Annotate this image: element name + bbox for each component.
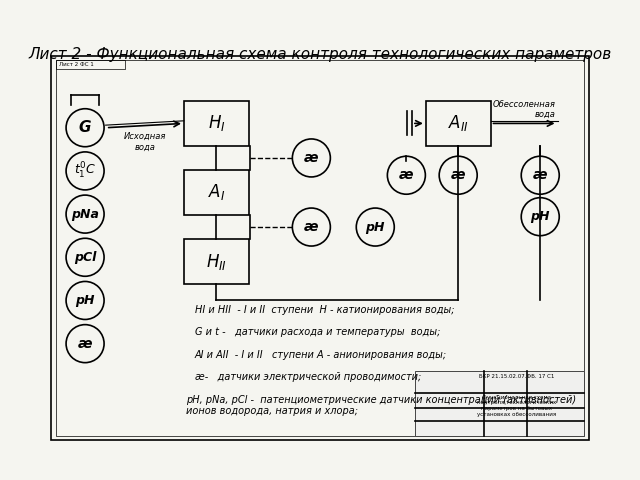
Bar <box>56 60 125 69</box>
Text: Обессоленная
вода: Обессоленная вода <box>493 100 556 119</box>
Text: Лист 2 ФС 1: Лист 2 ФС 1 <box>59 62 94 67</box>
Text: pH: pH <box>365 220 385 234</box>
Text: $A_I$: $A_I$ <box>207 182 225 203</box>
Text: pCl: pCl <box>74 251 96 264</box>
Text: $H_{II}$: $H_{II}$ <box>206 252 227 272</box>
Text: HI и HII  - I и II  ступени  H - катионирования воды;: HI и HII - I и II ступени H - катиониров… <box>195 305 454 315</box>
Bar <box>415 371 584 436</box>
Bar <box>426 101 491 146</box>
Text: G и t -   датчики расхода и температуры  воды;: G и t - датчики расхода и температуры во… <box>195 327 440 337</box>
Bar <box>184 101 249 146</box>
Text: Лист 2 - Функциональная схема контроля технологических параметров: Лист 2 - Функциональная схема контроля т… <box>28 48 612 62</box>
Text: æ-   датчики электрической проводимости;: æ- датчики электрической проводимости; <box>195 372 421 382</box>
Text: æ: æ <box>533 168 547 182</box>
Text: Функциональная схема
контроля технологических
параметров на бытовых
установках о: Функциональная схема контроля технологич… <box>477 395 557 417</box>
Text: AI и AII  - I и II   ступени А - анионирования воды;: AI и AII - I и II ступени А - анионирова… <box>195 350 447 360</box>
Text: æ: æ <box>304 220 319 234</box>
Text: Исходная
вода: Исходная вода <box>124 132 166 152</box>
Text: pNa: pNa <box>71 207 99 221</box>
Text: æ: æ <box>451 168 465 182</box>
Text: G: G <box>79 120 92 135</box>
Text: pH: pH <box>76 294 95 307</box>
Text: $H_I$: $H_I$ <box>207 113 225 133</box>
Text: æ: æ <box>78 336 92 351</box>
Text: pH: pH <box>531 210 550 223</box>
Text: æ: æ <box>304 151 319 165</box>
Text: $A_{II}$: $A_{II}$ <box>448 113 468 133</box>
Text: $t_1^0C$: $t_1^0C$ <box>74 161 96 181</box>
Text: æ: æ <box>399 168 413 182</box>
Bar <box>184 239 249 284</box>
Text: БКР 21.15.02.07.ФБ. 17 С1: БКР 21.15.02.07.ФБ. 17 С1 <box>479 374 555 379</box>
Bar <box>184 170 249 215</box>
Text: pH, pNa, pCl -  патенциометрические датчики концентраций (активностей)
ионов вод: pH, pNa, pCl - патенциометрические датчи… <box>186 395 576 416</box>
